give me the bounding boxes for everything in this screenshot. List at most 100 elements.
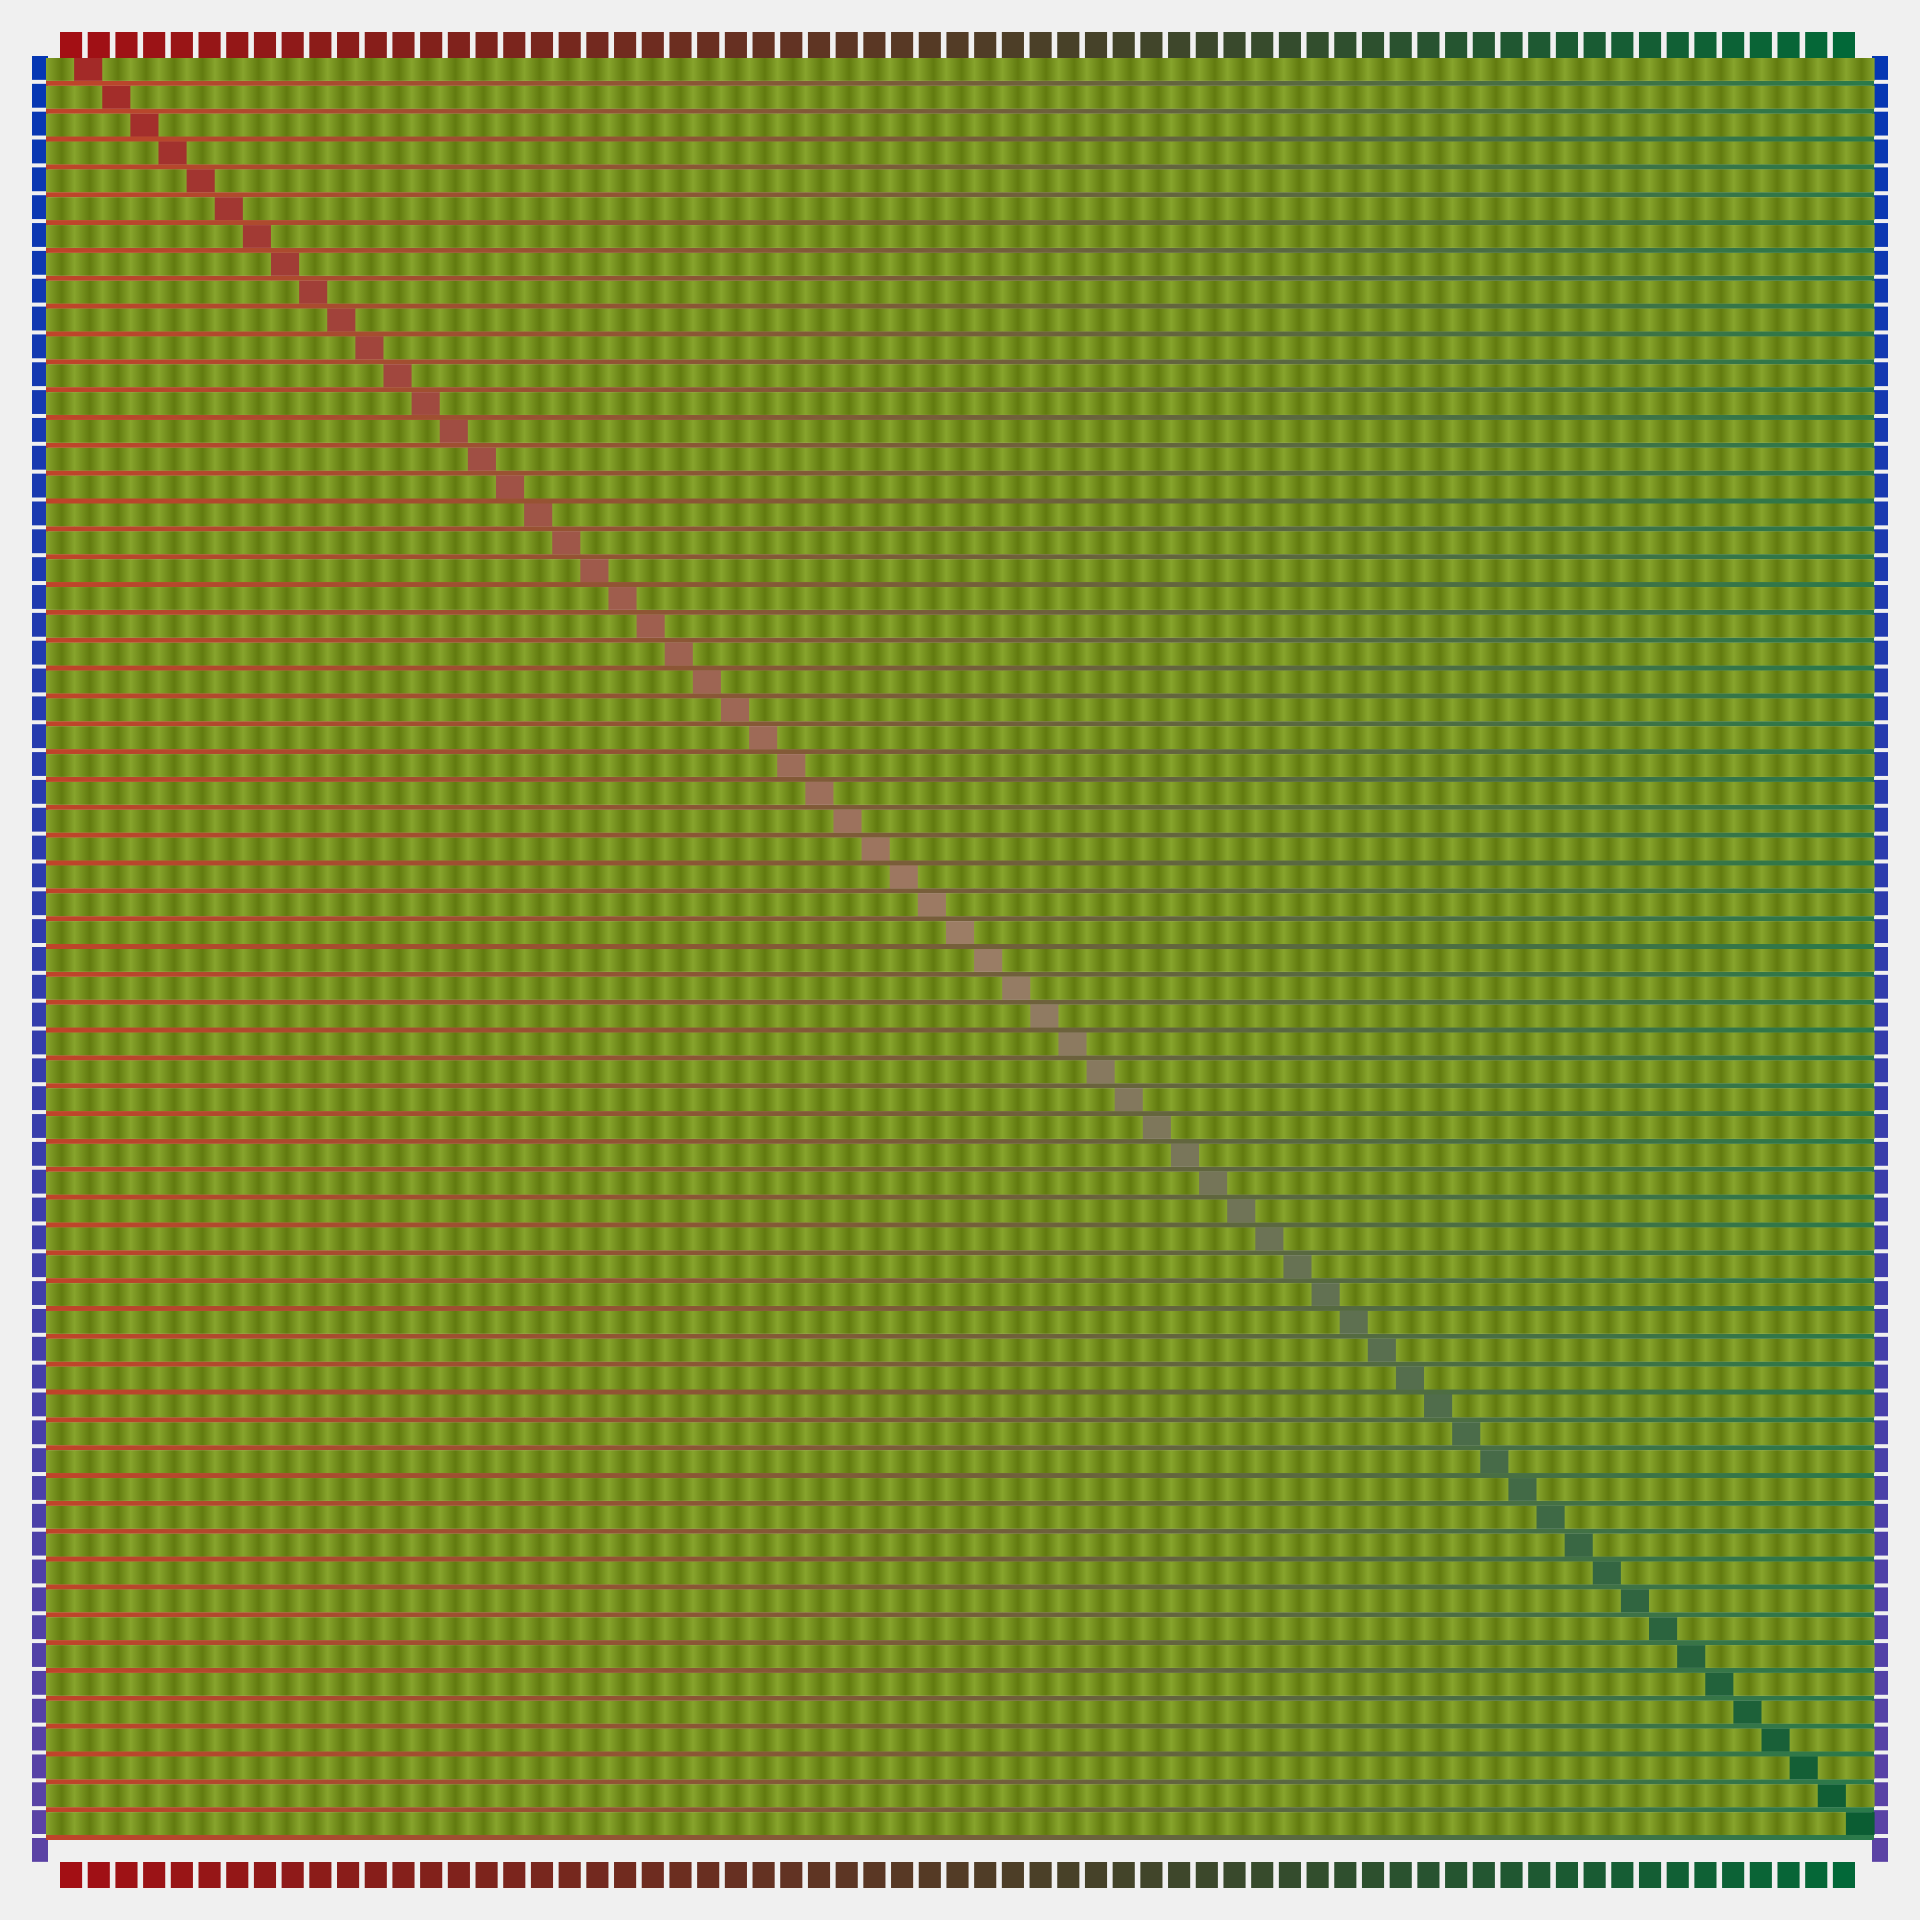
weave-cell xyxy=(777,1171,806,1195)
weave-cell xyxy=(1227,809,1256,833)
weave-cell xyxy=(1817,921,1847,944)
weave-cell xyxy=(1508,1756,1538,1780)
weave-cell xyxy=(1170,1756,1200,1780)
weave-cell xyxy=(945,587,975,610)
weave-cell xyxy=(1705,1199,1734,1223)
weave-cell xyxy=(439,447,469,471)
left-tab xyxy=(32,250,48,275)
weave-cell xyxy=(1592,642,1622,666)
weave-cell xyxy=(130,921,160,944)
weave-cell xyxy=(608,1116,638,1139)
weave-cell xyxy=(299,809,328,833)
weave-cell xyxy=(327,225,356,248)
weave-cell xyxy=(1789,1728,1819,1752)
weave-cell xyxy=(1592,225,1622,248)
weave-cell xyxy=(1452,169,1481,193)
weave-cell xyxy=(214,754,244,777)
weave-cell xyxy=(74,225,103,248)
weave-cell xyxy=(524,893,553,917)
weave-cell xyxy=(580,1617,610,1641)
weave-cell xyxy=(1283,1088,1313,1112)
weave-cell xyxy=(495,1589,525,1613)
weave-cell xyxy=(186,587,216,610)
weave-cell xyxy=(214,1255,244,1279)
weave-cell xyxy=(1536,1310,1566,1334)
weave-cell xyxy=(46,503,75,527)
weave-cell xyxy=(1564,781,1594,805)
weave-cell xyxy=(1649,1728,1678,1752)
right-tab xyxy=(1872,752,1888,776)
right-tab xyxy=(1872,1225,1888,1250)
right-tab xyxy=(1872,1420,1888,1445)
weave-row xyxy=(46,726,1875,755)
weave-cell xyxy=(495,113,525,137)
weave-cell xyxy=(1677,1310,1706,1334)
weave-cell xyxy=(1199,141,1228,165)
weave-cell xyxy=(1452,1143,1481,1167)
weave-row xyxy=(46,1728,1875,1757)
weave-cell xyxy=(917,642,947,666)
weave-cell xyxy=(383,392,413,415)
weave-cell xyxy=(1564,225,1594,248)
weave-cell xyxy=(1536,1394,1566,1418)
weave-cell xyxy=(102,587,131,610)
weave-cell xyxy=(1002,1338,1031,1362)
weave-cell xyxy=(186,1143,216,1167)
thread-line xyxy=(46,888,1874,894)
weave-cell xyxy=(1649,1756,1678,1780)
weave-cell xyxy=(1564,809,1594,833)
weave-cell xyxy=(411,1505,441,1529)
weave-cell xyxy=(580,503,610,527)
weave-cell xyxy=(242,587,272,610)
weave-cell xyxy=(1227,1171,1256,1195)
weave-cell xyxy=(1058,308,1088,332)
weave-cell xyxy=(1733,837,1763,861)
weave-cell xyxy=(46,1088,75,1112)
weave-cell xyxy=(1480,698,1509,722)
weave-cell xyxy=(945,614,975,638)
weave-cell xyxy=(1395,1227,1425,1251)
weave-cell xyxy=(1199,1255,1228,1279)
weave-cell xyxy=(495,670,525,694)
weave-cell xyxy=(1620,141,1650,165)
weave-cell xyxy=(158,1338,188,1362)
weave-cell xyxy=(1142,503,1172,527)
weave-cell xyxy=(749,1310,778,1334)
weave-cell xyxy=(720,336,750,360)
weave-cell xyxy=(1564,336,1594,360)
weave-cell xyxy=(1845,698,1875,722)
weave-cell xyxy=(777,531,806,555)
weave-cell xyxy=(1142,141,1172,165)
weave-cell xyxy=(1311,392,1341,415)
right-tab xyxy=(1872,529,1888,554)
weave-cell xyxy=(777,893,806,917)
diagonal-cell xyxy=(692,670,722,694)
weave-cell xyxy=(1170,698,1200,722)
weave-cell xyxy=(467,1088,497,1112)
weave-cell xyxy=(467,1422,497,1446)
weave-cell xyxy=(158,1784,188,1808)
right-tab xyxy=(1872,1810,1888,1834)
weave-cell xyxy=(917,754,947,777)
weave-cell xyxy=(1142,364,1172,388)
weave-cell xyxy=(1114,642,1144,666)
weave-cell xyxy=(1086,1088,1116,1112)
weave-cell xyxy=(327,392,356,415)
weave-cell xyxy=(270,1533,300,1557)
weave-cell xyxy=(1367,1060,1397,1084)
weave-cell xyxy=(1030,58,1060,81)
weave-cell xyxy=(46,1561,75,1585)
weave-cell xyxy=(467,726,497,750)
weave-cell xyxy=(355,531,385,555)
weave-cell xyxy=(1564,1422,1594,1446)
weave-cell xyxy=(270,1255,300,1279)
weave-cell xyxy=(74,1645,103,1668)
weave-cell xyxy=(1114,781,1144,805)
weave-cell xyxy=(327,1450,356,1474)
bottom-tab xyxy=(724,1862,747,1888)
weave-cell xyxy=(861,503,891,527)
weave-cell xyxy=(1592,447,1622,471)
weave-cell xyxy=(1395,726,1425,750)
weave-cell xyxy=(411,197,441,221)
weave-cell xyxy=(524,447,553,471)
